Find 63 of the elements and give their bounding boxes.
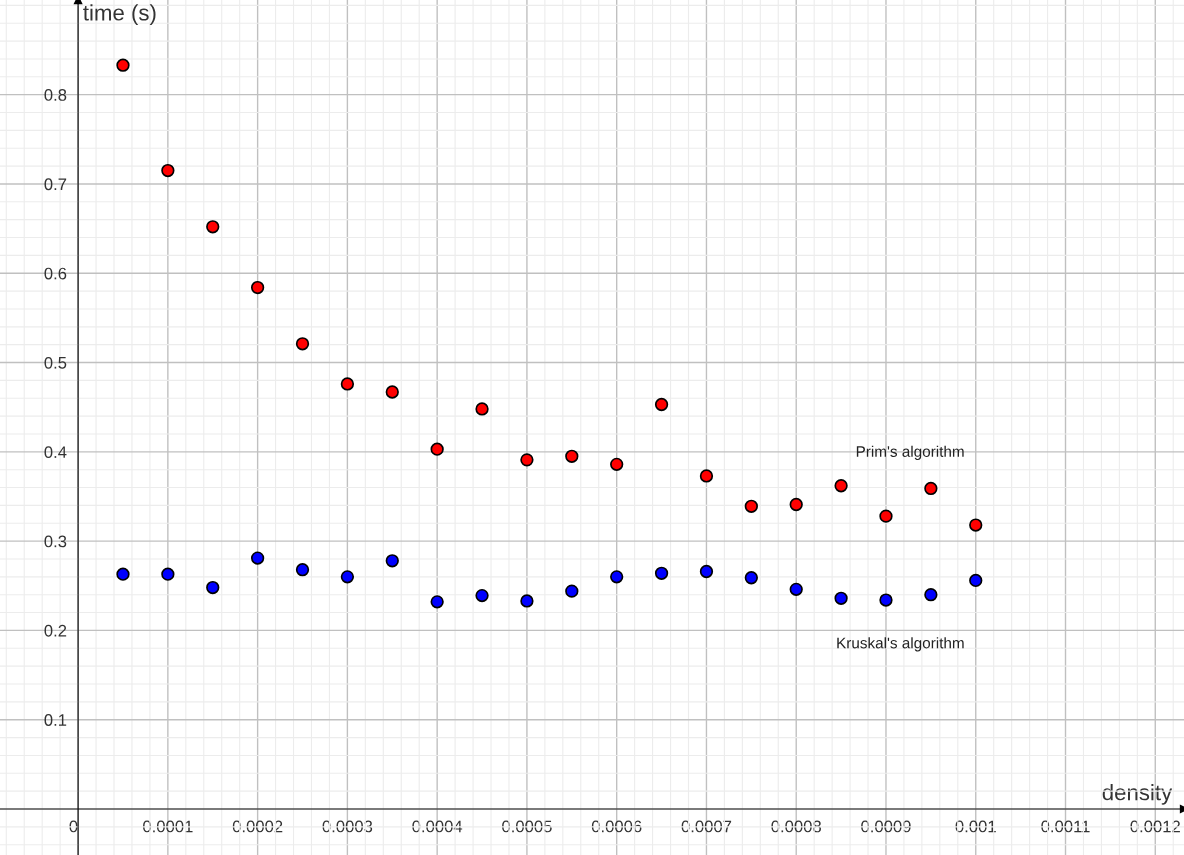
point xyxy=(654,566,669,580)
point xyxy=(520,594,534,608)
x-tick-label: 0.0002 xyxy=(232,820,283,833)
point xyxy=(924,588,938,602)
point xyxy=(924,481,938,496)
point xyxy=(385,385,399,399)
y-tick-label: 0.2 xyxy=(44,624,67,637)
point xyxy=(565,584,579,598)
point xyxy=(520,453,534,467)
point xyxy=(699,564,714,579)
x-tick-label: 0.0004 xyxy=(412,820,463,833)
y-tick-label: 0.3 xyxy=(44,535,67,548)
point xyxy=(879,593,893,607)
point xyxy=(161,163,175,178)
point xyxy=(834,591,848,605)
point xyxy=(879,509,893,523)
point xyxy=(744,571,758,585)
text: Kruskal's algorithm xyxy=(837,637,964,652)
x-tick-label: 0.0006 xyxy=(591,820,642,833)
x-tick-label: 0.0005 xyxy=(502,820,552,833)
point xyxy=(834,479,848,493)
x-tick-label: 0.0012 xyxy=(1130,820,1180,833)
y-tick-label: 0.4 xyxy=(44,446,67,459)
point xyxy=(430,595,444,609)
point xyxy=(116,58,130,72)
point xyxy=(610,457,624,471)
point xyxy=(206,220,220,234)
point xyxy=(475,402,489,416)
point xyxy=(744,499,758,513)
point xyxy=(340,377,355,391)
x-tick-label: 0.0011 xyxy=(1041,820,1090,833)
y-tick-label: 0.8 xyxy=(44,89,67,101)
y-tick-label: 0.7 xyxy=(44,178,67,191)
point xyxy=(385,554,399,568)
series-label: Prim's algorithm xyxy=(856,445,964,460)
point xyxy=(565,449,579,463)
point xyxy=(789,497,803,512)
y-tick-label: 0.1 xyxy=(44,714,67,726)
point xyxy=(340,570,355,584)
point xyxy=(250,280,265,295)
x-tick-label: 0.0001 xyxy=(143,820,193,833)
point xyxy=(116,567,130,581)
point xyxy=(430,442,444,456)
x-axis-title: density xyxy=(1102,784,1173,805)
x-tick-label: 0.0003 xyxy=(322,820,373,833)
point xyxy=(250,551,265,565)
x-tick-label: 0.0009 xyxy=(861,820,911,833)
point xyxy=(699,469,714,483)
x-tick-label: 0.0008 xyxy=(771,820,821,833)
point xyxy=(969,518,983,532)
y-axis-title: time (s) xyxy=(83,4,156,25)
y-tick-label: 0.6 xyxy=(44,267,67,280)
point xyxy=(295,563,310,577)
point xyxy=(789,582,803,596)
point xyxy=(969,573,983,588)
point xyxy=(654,397,669,412)
x-tick-label: 0.001 xyxy=(955,820,996,833)
point xyxy=(161,567,175,581)
point xyxy=(610,570,624,584)
y-tick-label: 0.5 xyxy=(44,356,67,369)
point xyxy=(295,337,310,351)
point xyxy=(206,580,220,595)
point xyxy=(475,588,489,603)
